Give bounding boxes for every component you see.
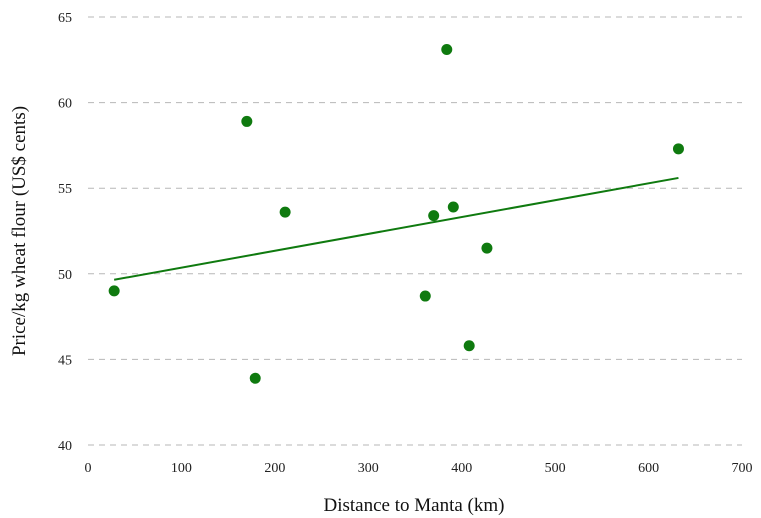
y-tick-label-50: 50 xyxy=(58,268,72,283)
data-point-11 xyxy=(672,143,684,155)
x-axis-title: Distance to Manta (km) xyxy=(324,495,505,516)
x-tick-label-700: 700 xyxy=(732,461,753,476)
trendline-group xyxy=(113,176,679,281)
data-points xyxy=(108,44,684,384)
x-axis-ticks: 0 100 200 300 400 500 600 700 xyxy=(85,461,753,476)
data-point-8 xyxy=(447,201,459,213)
y-tick-label-65: 65 xyxy=(58,11,72,26)
y-tick-label-60: 60 xyxy=(58,97,72,112)
trendline xyxy=(113,176,679,281)
data-point-2 xyxy=(241,115,253,127)
y-tick-label-40: 40 xyxy=(58,439,72,454)
x-tick-label-500: 500 xyxy=(545,461,566,476)
x-tick-label-100: 100 xyxy=(171,461,192,476)
y-tick-label-45: 45 xyxy=(58,353,72,368)
y-tick-label-55: 55 xyxy=(58,182,72,197)
data-point-1 xyxy=(108,285,120,297)
x-tick-label-300: 300 xyxy=(358,461,379,476)
x-tick-label-200: 200 xyxy=(264,461,285,476)
x-tick-label-0: 0 xyxy=(85,461,92,476)
y-axis-title: Price/kg wheat flour (US$ cents) xyxy=(9,106,30,356)
x-tick-label-600: 600 xyxy=(638,461,659,476)
data-point-7 xyxy=(441,44,453,56)
x-tick-label-400: 400 xyxy=(451,461,472,476)
gridlines xyxy=(88,16,742,446)
data-point-6 xyxy=(428,210,440,222)
data-point-5 xyxy=(419,290,431,302)
y-axis-ticks: 40 45 50 55 60 65 xyxy=(58,11,72,454)
data-point-4 xyxy=(279,206,291,218)
data-point-9 xyxy=(463,340,475,352)
data-point-10 xyxy=(481,242,493,254)
data-point-3 xyxy=(249,372,261,384)
